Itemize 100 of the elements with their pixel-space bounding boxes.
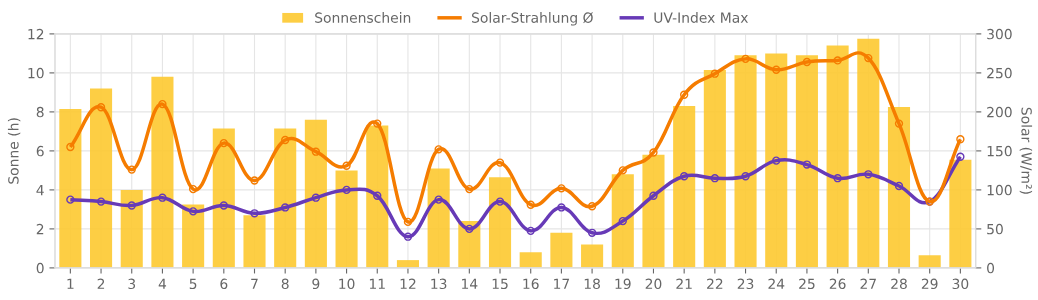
x-tick-label: 14: [462, 278, 478, 289]
point: [434, 145, 443, 154]
x-tick-label: 20: [645, 278, 662, 290]
y2-tick-label: 0: [987, 262, 995, 274]
point: [587, 228, 597, 237]
point: [465, 184, 474, 194]
point: [894, 119, 904, 128]
y2-tick-label: 150: [987, 145, 1012, 157]
bar: [857, 38, 880, 268]
x-tick-label: 8: [281, 278, 289, 290]
y-tick-label: 0: [36, 262, 44, 274]
point: [710, 174, 720, 183]
x-tick-label: 28: [891, 278, 907, 290]
bar: [304, 119, 327, 268]
bar: [243, 215, 266, 268]
point: [158, 193, 167, 202]
point: [434, 195, 443, 204]
point: [679, 172, 689, 181]
legend-label: Sonnenschein: [315, 12, 411, 23]
x-tick-label: 29: [921, 278, 938, 290]
point: [894, 181, 904, 191]
x-tick-label: 9: [312, 278, 320, 290]
point: [618, 216, 627, 226]
point: [66, 195, 75, 204]
point: [772, 156, 781, 165]
point: [772, 65, 781, 74]
x-tick-label: 21: [676, 278, 692, 289]
x-tick-label: 2: [97, 278, 105, 289]
bar: [427, 168, 450, 268]
y-tick-label: 6: [36, 145, 44, 157]
legend-label: Solar-Strahlung Ø: [472, 12, 593, 26]
point: [127, 165, 136, 174]
bar: [90, 88, 113, 268]
point: [741, 54, 750, 64]
point: [250, 209, 259, 218]
bar: [335, 170, 358, 268]
y2-tick-label: 50: [987, 223, 1003, 235]
bar: [611, 174, 634, 268]
x-tick-label: 3: [128, 278, 136, 290]
x-tick-label: 13: [431, 278, 447, 290]
point: [833, 174, 842, 183]
point: [649, 148, 658, 157]
bar: [826, 45, 849, 268]
point: [96, 197, 106, 206]
point: [526, 226, 535, 236]
y-tick-label: 12: [28, 28, 44, 40]
point: [864, 170, 873, 179]
point: [618, 166, 627, 175]
point: [188, 184, 198, 194]
bar: [120, 189, 143, 268]
x-tick-label: 30: [952, 278, 969, 290]
point: [188, 207, 198, 216]
point: [649, 191, 658, 200]
point: [342, 161, 351, 170]
line-series: [66, 52, 965, 227]
point: [526, 200, 535, 209]
point: [373, 191, 382, 200]
bar: [488, 177, 512, 268]
bar: [703, 69, 726, 268]
x-tick-label: 22: [707, 278, 723, 289]
point: [679, 90, 689, 99]
point: [557, 184, 566, 193]
y-tick-label: 10: [28, 67, 44, 79]
x-tick-label: 7: [251, 278, 258, 289]
x-tick-label: 12: [400, 278, 416, 289]
y-axis-title: Sonne (h): [7, 118, 21, 184]
y2-tick-label: 300: [987, 28, 1012, 40]
x-tick-label: 1: [67, 278, 74, 289]
bar: [581, 244, 604, 268]
x-tick-label: 15: [492, 278, 508, 290]
x-tick-label: 5: [189, 278, 197, 290]
point: [587, 202, 597, 211]
point: [373, 119, 382, 128]
point: [96, 103, 106, 112]
bar: [212, 128, 235, 268]
x-tick-label: 23: [737, 278, 754, 290]
point: [281, 203, 290, 212]
bar: [396, 260, 419, 268]
y-tick-label: 2: [36, 223, 44, 235]
x-tick-label: 24: [768, 278, 785, 289]
bar: [274, 128, 297, 268]
point: [741, 172, 750, 181]
x-tick-label: 18: [584, 278, 600, 290]
point: [403, 232, 413, 241]
x-tick-label: 6: [220, 278, 228, 290]
point: [833, 56, 842, 65]
bar: [887, 107, 911, 268]
point: [802, 57, 812, 67]
point: [311, 147, 321, 156]
bar: [642, 154, 665, 268]
bar: [949, 159, 972, 268]
bar: [151, 76, 174, 268]
bar: [673, 106, 696, 268]
bar: [59, 108, 82, 268]
point: [66, 142, 75, 152]
bar: [519, 252, 542, 268]
bar: [734, 55, 757, 268]
y2-axis-title: Solar (W/m²): [1019, 107, 1033, 194]
point: [219, 138, 228, 148]
point: [557, 203, 566, 212]
